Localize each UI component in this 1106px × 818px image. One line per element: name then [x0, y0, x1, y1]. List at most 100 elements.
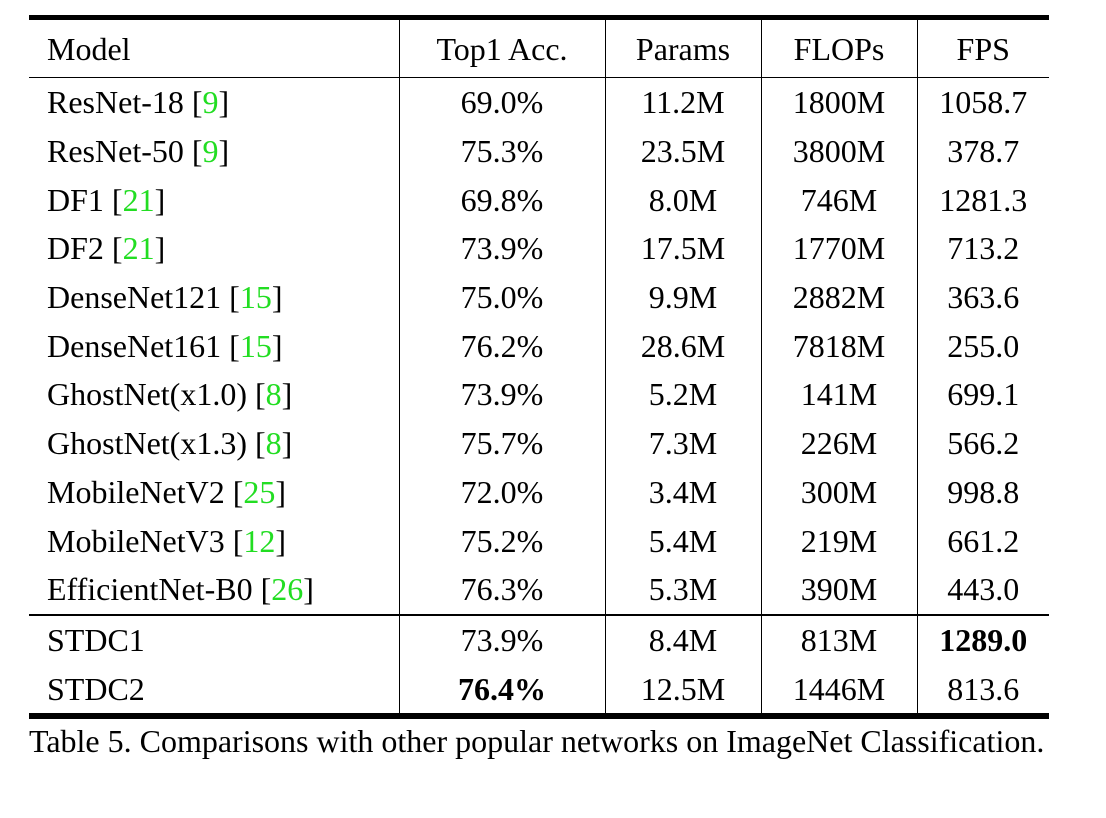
value: 17.5M	[640, 230, 726, 267]
cell-acc: 75.7%	[398, 418, 605, 468]
value: 9.9M	[648, 279, 718, 316]
value: 390M	[800, 571, 878, 608]
value: 443.0	[947, 571, 1020, 608]
cell-model: ResNet-50 [9]	[47, 133, 230, 170]
value: 73.9%	[460, 376, 544, 413]
table-row: MobileNetV2 [25] 72.0% 3.4M 300M 998.8	[29, 467, 1049, 517]
cell-flops: 1446M	[760, 664, 917, 719]
value: 1058.7	[939, 84, 1028, 121]
table-row: DF1 [21] 69.8% 8.0M 746M 1281.3	[29, 175, 1049, 225]
value: 3.4M	[648, 473, 718, 510]
header-params: Params	[604, 15, 761, 78]
value: 75.7%	[460, 425, 544, 462]
cell-model: MobileNetV2 [25]	[47, 473, 287, 510]
citation-link[interactable]: 9	[202, 133, 219, 170]
cell-fps: 566.2	[916, 418, 1049, 468]
cell-fps: 443.0	[916, 564, 1049, 615]
cell-params: 5.2M	[604, 370, 761, 419]
cell-flops: 1770M	[760, 224, 917, 273]
cell-flops: 746M	[760, 175, 917, 225]
value: 73.9%	[460, 230, 544, 267]
value: 75.3%	[460, 133, 544, 170]
header-top1-acc: Top1 Acc.	[398, 15, 605, 78]
table-row: DenseNet161 [15] 76.2% 28.6M 7818M 255.0	[29, 321, 1049, 371]
cell-model: GhostNet(x1.0) [8]	[47, 376, 293, 413]
citation-link[interactable]: 8	[265, 425, 282, 462]
cell-model: STDC1	[29, 613, 399, 665]
value: 699.1	[947, 376, 1020, 413]
citation-link[interactable]: 9	[202, 84, 219, 121]
citation-link[interactable]: 15	[239, 279, 272, 316]
value: 8.4M	[648, 621, 718, 658]
value: 7818M	[792, 327, 886, 364]
table-row: STDC1 73.9% 8.4M 813M 1289.0	[29, 613, 1049, 665]
cell-params: 8.0M	[604, 175, 761, 225]
table-row: MobileNetV3 [12] 75.2% 5.4M 219M 661.2	[29, 516, 1049, 565]
value: 12.5M	[640, 670, 726, 707]
value: 219M	[800, 522, 878, 559]
cell-params: 7.3M	[604, 418, 761, 468]
cell-model: DF2 [21]	[47, 230, 166, 267]
value: 713.2	[947, 230, 1020, 267]
cell-acc: 76.4%	[398, 664, 605, 719]
cell-params: 8.4M	[604, 613, 761, 665]
cell-params: 12.5M	[604, 664, 761, 719]
cell-model: DenseNet161 [15]	[47, 327, 283, 364]
cell-flops: 3800M	[760, 126, 917, 176]
table-caption: Table 5. Comparisons with other popular …	[29, 723, 1045, 759]
cell-model: DF1 [21]	[47, 181, 166, 218]
table-row: EfficientNet-B0 [26] 76.3% 5.3M 390M 443.0	[29, 564, 1049, 615]
cell-flops: 1800M	[760, 77, 917, 127]
cell-fps: 813.6	[916, 664, 1049, 719]
model-name: GhostNet(x1.0)	[47, 376, 247, 413]
value: 75.2%	[460, 522, 544, 559]
cell-model: STDC2	[29, 664, 399, 719]
cell-model: MobileNetV3 [12]	[47, 522, 287, 559]
cell-acc: 69.0%	[398, 77, 605, 127]
cell-flops: 300M	[760, 467, 917, 517]
citation-link[interactable]: 21	[122, 181, 155, 218]
cell-fps: 713.2	[916, 224, 1049, 273]
citation-link[interactable]: 12	[243, 522, 276, 559]
cell-acc: 73.9%	[398, 224, 605, 273]
cell-params: 17.5M	[604, 224, 761, 273]
value: 661.2	[947, 522, 1020, 559]
cell-flops: 390M	[760, 564, 917, 615]
cell-params: 28.6M	[604, 321, 761, 371]
cell-acc: 73.9%	[398, 370, 605, 419]
value: 300M	[800, 473, 878, 510]
cell-fps: 255.0	[916, 321, 1049, 371]
value: 1281.3	[939, 181, 1028, 218]
cell-model: GhostNet(x1.3) [8]	[47, 425, 293, 462]
model-name: DF2	[47, 230, 104, 267]
value: 3800M	[792, 133, 886, 170]
model-name: EfficientNet-B0	[47, 571, 253, 608]
citation-link[interactable]: 21	[122, 230, 155, 267]
value: 1289.0	[939, 621, 1028, 658]
cell-acc: 72.0%	[398, 467, 605, 517]
cell-acc: 76.3%	[398, 564, 605, 615]
citation-link[interactable]: 26	[271, 571, 304, 608]
value: 5.3M	[648, 571, 718, 608]
cell-params: 9.9M	[604, 272, 761, 322]
value: 998.8	[947, 473, 1020, 510]
citation-link[interactable]: 15	[239, 327, 272, 364]
cell-acc: 75.0%	[398, 272, 605, 322]
value: 566.2	[947, 425, 1020, 462]
table-row: ResNet-18 [9] 69.0% 11.2M 1800M 1058.7	[29, 77, 1049, 127]
cell-flops: 7818M	[760, 321, 917, 371]
value: 76.2%	[460, 327, 544, 364]
value: 378.7	[947, 133, 1020, 170]
cell-acc: 75.3%	[398, 126, 605, 176]
value: 8.0M	[648, 181, 718, 218]
cell-fps: 363.6	[916, 272, 1049, 322]
citation-link[interactable]: 8	[265, 376, 282, 413]
cell-model: DenseNet121 [15]	[47, 279, 283, 316]
value: 1770M	[792, 230, 886, 267]
citation-link[interactable]: 25	[243, 473, 276, 510]
cell-fps: 699.1	[916, 370, 1049, 419]
header-row: Model Top1 Acc. Params FLOPs FPS	[29, 15, 1049, 78]
value: 72.0%	[460, 473, 544, 510]
cell-model: ResNet-18 [9]	[47, 84, 230, 121]
cell-params: 11.2M	[604, 77, 761, 127]
